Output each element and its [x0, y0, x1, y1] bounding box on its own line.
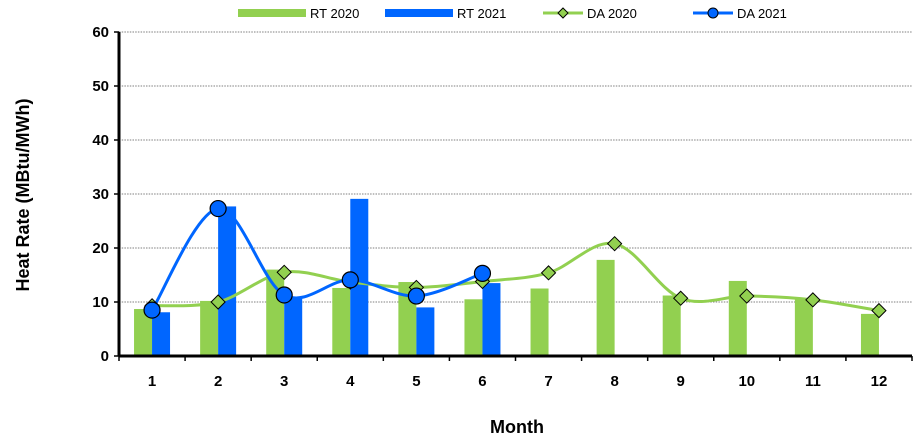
x-tick-label-2: 2: [214, 373, 222, 390]
legend-marker-da-2021: [707, 7, 719, 19]
bar-rt-2021-month-2: [218, 206, 237, 356]
y-tick-labels: 0 10 20 30 40 50 60: [92, 24, 109, 365]
legend-label-da-2021: DA 2021: [737, 6, 787, 21]
y-tick-label-40: 40: [92, 132, 109, 149]
point-da-2021-month-5: [407, 287, 425, 305]
bar-rt-2020-month-8: [596, 259, 615, 356]
y-axis-title: Heat Rate (MBtu/MWh): [13, 99, 33, 292]
x-tick-label-6: 6: [478, 373, 486, 390]
bar-rt-2020-month-1: [134, 309, 153, 356]
bar-rt-2020-month-2: [200, 300, 219, 356]
y-tick-label-10: 10: [92, 294, 109, 311]
point-da-2021-month-1: [143, 301, 161, 319]
legend-swatch-rt-2021: [385, 9, 453, 17]
legend: RT 2020 RT 2021 DA 2020 DA 2021: [238, 6, 787, 21]
point-da-2020-month-3: [276, 264, 292, 281]
x-tick-label-12: 12: [871, 373, 888, 390]
y-tick-label-20: 20: [92, 240, 109, 257]
point-da-2021-month-6: [473, 264, 492, 282]
point-da-2020-month-11: [805, 292, 821, 308]
bar-rt-2020-month-6: [464, 299, 483, 356]
x-axis-title: Month: [490, 417, 544, 437]
point-da-2020-month-10: [739, 288, 755, 304]
x-tick-label-1: 1: [148, 373, 156, 390]
bar-rt-2020-month-4: [332, 287, 351, 356]
x-tick-labels: 1 2 3 4 5 6 7 8 9 10 11 12: [148, 373, 887, 390]
x-tick-label-11: 11: [805, 373, 821, 390]
axes: [114, 31, 913, 361]
y-tick-label-50: 50: [92, 78, 109, 95]
bar-rt-2021-month-6: [482, 283, 501, 356]
series-markers: [143, 199, 887, 319]
point-da-2020-month-9: [673, 290, 689, 306]
x-tick-label-4: 4: [346, 373, 355, 390]
y-tick-label-0: 0: [101, 348, 109, 365]
bar-rt-2021-month-1: [152, 312, 171, 356]
legend-item-rt-2021: RT 2021: [385, 6, 506, 21]
legend-label-rt-2021: RT 2021: [457, 6, 506, 21]
point-da-2020-month-8: [606, 235, 623, 252]
legend-marker-da-2020: [557, 7, 569, 19]
series-lines: [150, 207, 880, 313]
x-tick-label-10: 10: [738, 373, 755, 390]
legend-label-rt-2020: RT 2020: [310, 6, 359, 21]
legend-item-da-2021: DA 2021: [693, 6, 787, 21]
x-tick-label-3: 3: [280, 373, 288, 390]
x-tick-label-7: 7: [544, 373, 552, 390]
y-tick-label-30: 30: [92, 186, 109, 203]
point-da-2021-month-4: [341, 271, 359, 289]
x-tick-label-9: 9: [677, 373, 685, 390]
bar-rt-2020-month-11: [794, 298, 813, 356]
point-da-2020-month-2: [210, 294, 226, 310]
x-tick-label-8: 8: [610, 373, 618, 390]
legend-label-da-2020: DA 2020: [587, 6, 637, 21]
x-tick-label-5: 5: [412, 373, 420, 390]
legend-item-rt-2020: RT 2020: [238, 6, 359, 21]
y-tick-label-60: 60: [92, 24, 109, 41]
bar-rt-2020-month-12: [860, 313, 879, 356]
legend-item-da-2020: DA 2020: [543, 6, 637, 21]
bar-rt-2020-month-3: [266, 269, 285, 356]
bar-rt-2021-month-3: [284, 296, 303, 356]
point-da-2021-month-2: [209, 199, 227, 218]
legend-swatch-rt-2020: [238, 9, 306, 17]
bar-rt-2020-month-9: [662, 295, 681, 356]
bar-rt-2020-month-10: [728, 280, 747, 356]
line-da-2021: [150, 207, 483, 311]
bar-rt-2021-month-5: [416, 307, 435, 356]
line-da-2020: [151, 241, 880, 313]
bars: [134, 198, 879, 356]
bar-rt-2021-month-4: [350, 198, 369, 356]
bar-rt-2020-month-7: [530, 288, 549, 356]
gridlines: [119, 31, 912, 303]
point-da-2020-month-7: [540, 265, 557, 281]
point-da-2021-month-3: [275, 286, 293, 304]
point-da-2020-month-12: [871, 302, 887, 319]
